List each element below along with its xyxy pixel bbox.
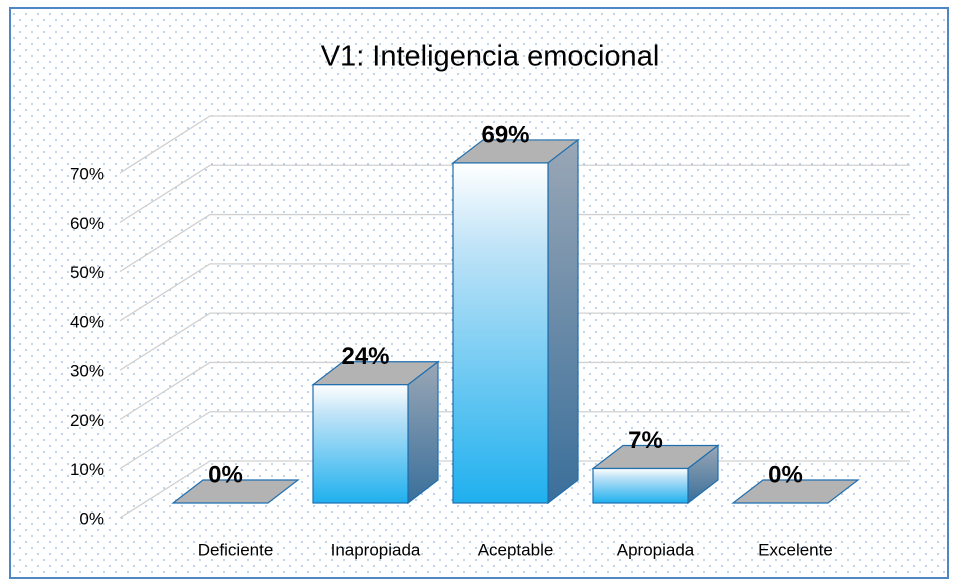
grid-line xyxy=(119,115,910,174)
bar xyxy=(312,384,409,504)
grid-line xyxy=(119,263,910,322)
value-label: 69% xyxy=(481,121,529,148)
bar-side xyxy=(547,138,579,505)
bar-side xyxy=(407,360,439,505)
grid-line xyxy=(119,164,910,223)
x-tick-label: Aceptable xyxy=(478,540,554,559)
chart-title: V1: Inteligencia emocional xyxy=(321,41,660,73)
grid-line xyxy=(119,312,910,371)
value-label: 0% xyxy=(208,461,243,488)
grid: 0% 10% 20% 30% 40% 50% 60% 70% xyxy=(70,115,910,528)
value-label: 24% xyxy=(341,343,389,370)
y-tick-label: 0% xyxy=(79,509,104,528)
x-tick-label: Apropiada xyxy=(617,540,695,559)
y-tick-label: 20% xyxy=(70,411,104,430)
value-label: 0% xyxy=(768,461,803,488)
x-tick-label: Inapropiada xyxy=(331,540,421,559)
x-tick-label: Excelente xyxy=(758,540,833,559)
y-tick-label: 40% xyxy=(70,312,104,331)
y-tick-label: 10% xyxy=(70,460,104,479)
y-tick-label: 70% xyxy=(70,164,104,183)
y-tick-label: 60% xyxy=(70,214,104,233)
bar xyxy=(452,162,549,504)
grid-line xyxy=(119,361,910,420)
bar xyxy=(592,467,689,504)
y-tick-label: 30% xyxy=(70,362,104,381)
value-label: 7% xyxy=(628,427,663,454)
grid-line xyxy=(119,411,910,470)
y-tick-label: 50% xyxy=(70,263,104,282)
bar-top xyxy=(731,479,860,504)
grid-line xyxy=(119,213,910,273)
x-tick-label: Deficiente xyxy=(198,540,274,559)
bar-top xyxy=(171,479,300,504)
bars: Deficiente 0% Inapropiada 24% Aceptable 69% Ap… xyxy=(171,121,860,559)
